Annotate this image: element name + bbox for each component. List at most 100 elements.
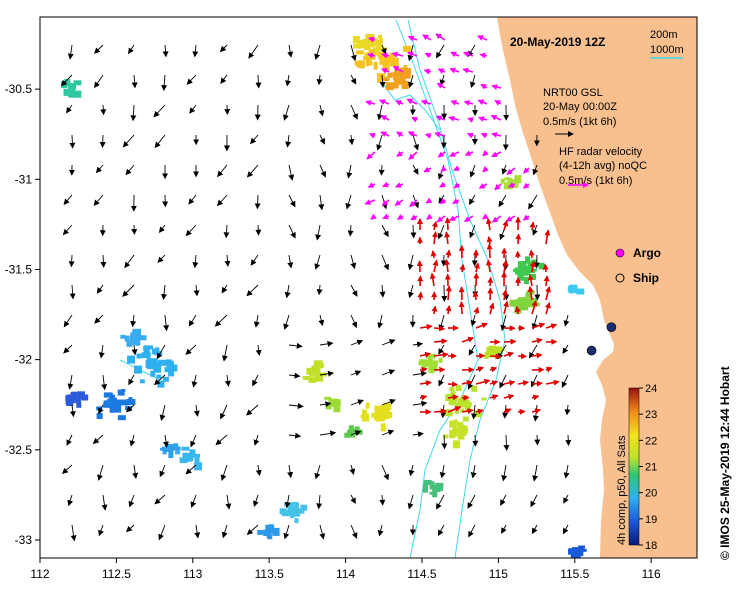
hf-radar-arrow	[445, 249, 452, 259]
sst-pixel	[109, 404, 115, 413]
sst-pixel	[578, 545, 586, 549]
hf-radar-arrow	[503, 338, 517, 345]
sst-pixel	[462, 416, 469, 422]
sst-pixel	[393, 81, 399, 89]
sst-pixel	[423, 484, 429, 490]
model-nearshore-arrow	[366, 151, 376, 160]
model-arrow	[248, 44, 259, 59]
y-tick-label: -31.5	[5, 262, 33, 276]
sst-pixel	[302, 376, 311, 380]
sst-pixel	[344, 432, 352, 438]
sst-pixel	[465, 403, 471, 412]
model-nearshore-arrow	[448, 115, 460, 122]
hf-radar-arrow	[461, 336, 475, 343]
model-nearshore-arrow	[439, 181, 446, 188]
sst-pixel	[448, 401, 456, 405]
hf-radar-arrow	[515, 233, 522, 245]
model-arrow	[471, 404, 478, 420]
model-nearshore-arrow	[450, 51, 460, 58]
sst-pixel	[575, 548, 584, 552]
model-nearshore-arrow	[452, 198, 460, 205]
sst-pixel	[316, 367, 321, 375]
sst-pixel	[525, 256, 531, 264]
sst-pixel	[354, 60, 362, 66]
model-arrow	[161, 284, 168, 301]
model-nearshore-arrow	[522, 182, 530, 189]
model-arrow	[437, 164, 445, 180]
sst-pixel	[377, 77, 381, 83]
hf-radar-arrow	[473, 262, 480, 273]
model-arrow	[66, 434, 73, 446]
sst-pixel	[518, 261, 527, 265]
model-nearshore-arrow	[370, 213, 377, 220]
model-nearshore-arrow	[408, 151, 418, 160]
sst-pixel	[403, 45, 412, 52]
sst-pixel	[68, 83, 73, 89]
hf-radar-arrow	[514, 305, 521, 315]
sst-pixel	[173, 443, 179, 448]
model-arrow	[131, 74, 138, 89]
model-nearshore-arrow	[434, 131, 446, 138]
model-arrow	[98, 344, 105, 359]
model-arrow	[563, 494, 569, 504]
model-nearshore-arrow	[466, 132, 474, 139]
model-arrow	[191, 374, 198, 388]
model-nearshore-arrow	[407, 51, 418, 58]
sst-colorbar	[628, 387, 640, 546]
model-arrow	[319, 370, 334, 377]
model-arrow	[437, 224, 445, 240]
radar-legend-line1: HF radar velocity	[559, 146, 643, 158]
model-arrow	[319, 164, 327, 178]
model-arrow	[348, 134, 355, 146]
sst-pixel	[311, 367, 318, 375]
model-arrow	[185, 464, 197, 475]
x-tick-label: 114	[336, 567, 355, 581]
sst-pixel	[395, 80, 403, 85]
sst-pixel	[141, 352, 151, 359]
sst-pixel	[429, 491, 435, 495]
sst-pixel	[333, 406, 341, 413]
model-nearshore-arrow	[366, 52, 376, 59]
sst-pixel	[104, 392, 112, 397]
sst-pixel	[150, 370, 156, 377]
model-nearshore-arrow	[453, 182, 461, 189]
hf-radar-arrow	[433, 408, 447, 415]
sst-pixel	[132, 329, 139, 335]
hf-radar-arrow	[487, 287, 494, 301]
model-nearshore-arrow	[396, 214, 404, 220]
hf-radar-arrow	[503, 351, 514, 358]
sst-pixel	[383, 61, 388, 68]
sst-pixel	[457, 401, 465, 407]
y-tick-label: -31	[15, 172, 33, 186]
sst-pixel	[516, 298, 525, 306]
model-arrow	[253, 314, 260, 328]
model-arrow	[283, 104, 290, 121]
sst-pixel	[461, 399, 470, 403]
model-arrow	[379, 74, 386, 88]
hf-radar-arrow	[475, 378, 491, 385]
sst-pixel	[460, 427, 468, 433]
model-arrow	[101, 494, 108, 511]
model-arrow	[192, 44, 199, 58]
model-arrow	[193, 404, 200, 417]
hf-radar-arrow	[444, 217, 451, 231]
model-arrow	[410, 224, 417, 239]
model-nearshore-arrow	[494, 183, 502, 191]
map-title: 20-May-2019 12Z	[510, 35, 605, 49]
model-arrow	[288, 432, 302, 439]
model-arrow	[319, 430, 337, 437]
hf-radar-arrow	[517, 408, 526, 415]
sst-pixel	[365, 39, 372, 44]
model-arrow	[253, 494, 259, 508]
sst-pixel	[384, 55, 393, 62]
model-arrow	[224, 254, 231, 267]
sst-pixel	[430, 363, 436, 369]
hf-radar-arrow	[489, 380, 499, 387]
model-arrow	[472, 434, 479, 447]
sst-pixel	[111, 397, 117, 403]
sst-pixel	[390, 72, 395, 77]
hf-radar-arrow	[531, 394, 540, 401]
model-arrow	[129, 434, 136, 447]
isobath-label-200: 200m	[650, 29, 678, 41]
model-arrow	[350, 284, 358, 297]
